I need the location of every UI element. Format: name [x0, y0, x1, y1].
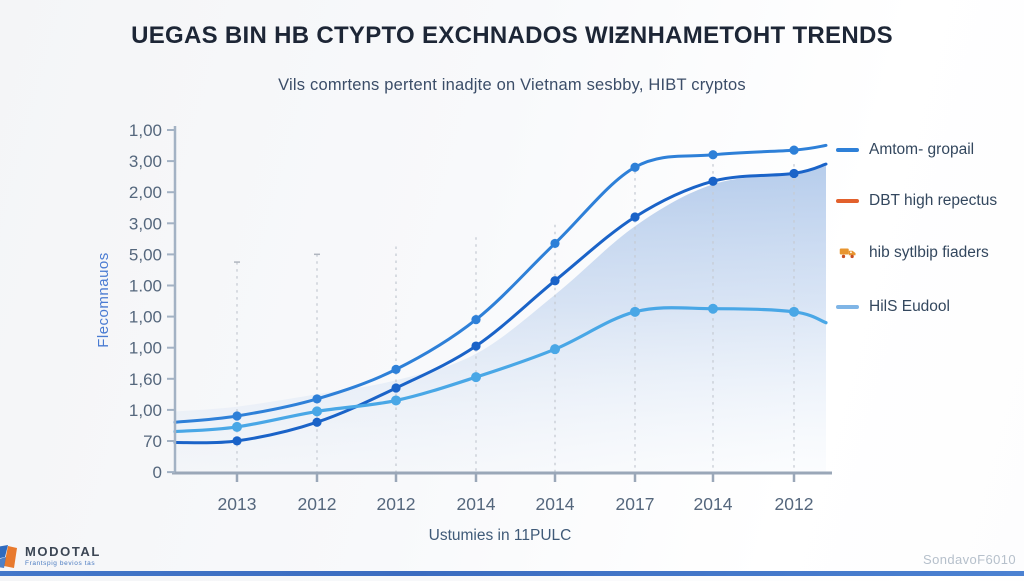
data-point	[630, 306, 640, 317]
x-tick-label: 2014	[457, 494, 496, 514]
x-axis-labels: 2013 2012 2012 2014 2014 2017 2014 2012	[218, 494, 814, 514]
data-point	[391, 383, 401, 393]
data-point	[708, 150, 718, 160]
x-tick-label: 2013	[218, 494, 257, 514]
x-axis-title: Ustumies in 11PULC	[429, 527, 572, 544]
legend-item-hils-eudool: HilS Eudool	[836, 298, 950, 316]
y-tick-label: 1,00	[129, 308, 162, 327]
confidence-band	[175, 165, 826, 472]
data-point	[391, 395, 401, 406]
legend-line-swatch-orange	[836, 199, 859, 203]
chart-title: UEGAS BIN HB CTYPTO EXCHNADOS WIƵNHAMETO…	[131, 22, 893, 49]
data-point	[550, 276, 560, 286]
y-axis-title: Flecomnauos	[95, 252, 112, 348]
series-line-2	[173, 306, 828, 434]
data-point	[550, 238, 560, 249]
data-point	[471, 341, 481, 351]
series-markers-0	[232, 145, 799, 421]
legend-item-amtom-gropail: Amtom- gropail	[836, 141, 974, 159]
y-axis-labels: 1,00 3,00 2,00 3,00 5,00 1.00 1,00 1,00 1,60 1,00…	[129, 121, 175, 482]
brand-logo-icon	[0, 545, 17, 568]
data-point	[789, 306, 799, 317]
legend-item-dbt-high-repectus: DBT high repectus	[836, 192, 997, 210]
y-tick-label: 1,00	[129, 121, 162, 140]
brand-name: MODOTAL	[25, 544, 101, 559]
series-markers-2	[232, 303, 799, 432]
y-tick-label: 1,60	[129, 370, 162, 389]
y-tick-label: 3,00	[129, 214, 162, 233]
legend-item-label: DBT high repectus	[869, 192, 998, 209]
data-point	[789, 168, 799, 179]
brand-tagline: Frantspig bevios tas	[25, 560, 96, 567]
data-point	[232, 436, 242, 446]
chart-subtitle: Vils comrtens pertent inadjte on Vietnam…	[278, 76, 746, 94]
data-point	[312, 406, 322, 417]
y-tick-label: 1.00	[129, 277, 162, 296]
legend-item-label: hib sytlbip fiaders	[869, 244, 989, 261]
data-point	[789, 145, 799, 155]
data-point	[630, 212, 640, 222]
series-line-0	[173, 143, 828, 424]
legend-item-hib-sytlbip-fiaders: hib sytlbip fiaders	[836, 244, 989, 262]
data-point	[471, 315, 481, 325]
data-point	[708, 176, 718, 186]
x-tick-label: 2012	[298, 494, 337, 514]
legend-line-swatch-blue	[836, 148, 859, 152]
y-tick-label: 1,00	[129, 401, 162, 420]
truck-icon	[836, 245, 859, 261]
series-markers-1	[232, 168, 799, 446]
y-tick-label: 1,00	[129, 339, 162, 358]
data-point	[630, 162, 640, 172]
y-tick-label: 0	[153, 463, 162, 482]
legend-item-label: Amtom- gropail	[869, 141, 975, 158]
footer-accent-bar	[0, 571, 1024, 576]
legend-item-label: HilS Eudool	[869, 298, 950, 315]
data-point	[312, 417, 322, 427]
x-tick-label: 2012	[377, 494, 416, 514]
data-point	[391, 364, 401, 374]
y-tick-label: 2,00	[129, 183, 162, 202]
data-point	[232, 411, 242, 421]
data-point	[312, 394, 322, 404]
axes	[172, 126, 832, 482]
y-tick-label: 70	[143, 432, 162, 451]
y-tick-label: 5,00	[129, 245, 162, 264]
series-line-1	[173, 162, 828, 445]
x-tick-label: 2014	[536, 494, 575, 514]
data-point	[232, 421, 242, 432]
x-tick-label: 2017	[616, 494, 655, 514]
x-tick-label: 2014	[694, 494, 733, 514]
y-tick-label: 3,00	[129, 152, 162, 171]
data-point	[708, 303, 718, 314]
data-point	[471, 372, 481, 383]
brand-footer: MODOTAL Frantspig bevios tas	[0, 544, 101, 569]
data-point	[550, 344, 560, 355]
source-watermark: SondavoF6010	[923, 552, 1016, 567]
legend-line-swatch-lightblue	[836, 305, 859, 309]
x-tick-label: 2012	[775, 494, 814, 514]
